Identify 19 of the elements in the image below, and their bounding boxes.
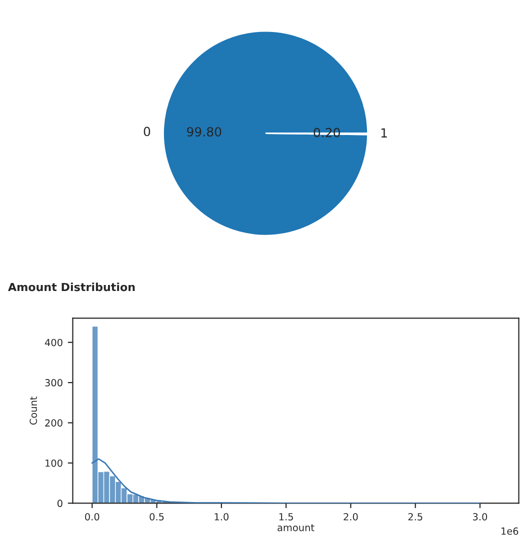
y-axis-title: Count <box>30 396 38 425</box>
x-tick-label: 1.5 <box>279 513 293 520</box>
text: 1e6 <box>502 527 518 535</box>
x-tick-label: 3.0 <box>473 513 488 520</box>
x-tick-label: 2.0 <box>344 513 358 520</box>
slice-label: 1 <box>381 128 387 138</box>
data-label: 99.80 <box>187 127 222 137</box>
x-tick-label: 1.0 <box>214 513 229 520</box>
x-tick-label: 0.0 <box>85 513 100 520</box>
x-axis-title: amount <box>278 524 314 532</box>
y-tick-label: 400 <box>44 338 62 346</box>
slice-label: 0 <box>144 126 150 136</box>
y-tick-label: 0 <box>57 500 62 508</box>
x-tick-label: 2.5 <box>408 513 422 520</box>
y-tick-label: 100 <box>46 459 62 467</box>
y-tick-label: 300 <box>45 379 62 386</box>
y-tick-label: 200 <box>45 419 62 427</box>
chart-title: Amount Distribution <box>8 282 135 292</box>
x-tick-label: 0.5 <box>150 513 164 520</box>
